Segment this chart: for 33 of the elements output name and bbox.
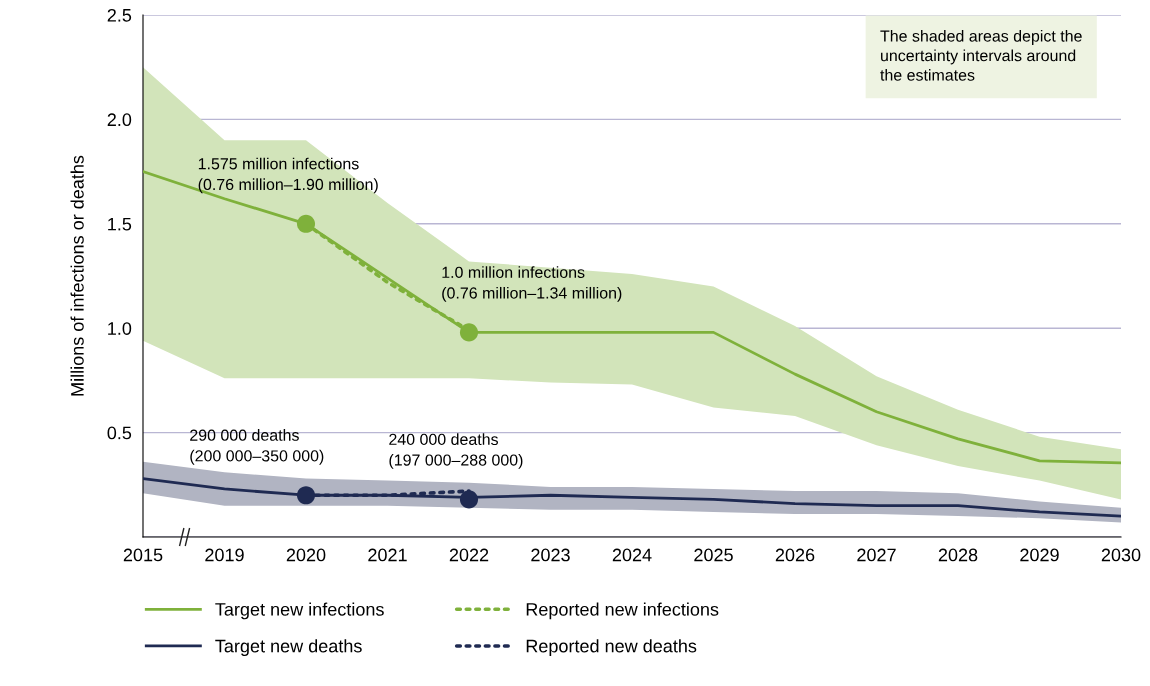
x-tick-label: 2025	[694, 548, 733, 562]
x-tick-label: 2030	[1101, 548, 1141, 562]
point	[459, 490, 479, 509]
point	[296, 214, 316, 233]
annotation: 240 000 deaths (197 000–288 000)	[389, 433, 523, 469]
x-tick-label: 2024	[612, 548, 652, 562]
x-tick-label: 2020	[286, 548, 326, 562]
annotation: 290 000 deaths (200 000–350 000)	[190, 429, 324, 465]
y-axis-title: Millions of infections or deaths	[70, 155, 84, 396]
y-tick-label: 0.5	[107, 426, 132, 440]
x-tick-label: 2021	[368, 548, 407, 562]
x-tick-label: 2015	[123, 548, 163, 562]
point	[296, 486, 316, 505]
annotation: 1.575 million infections (0.76 million–1.90 million)	[198, 157, 378, 194]
legend-label: Reported new infections	[526, 602, 719, 620]
legend-label: Reported new deaths	[526, 639, 697, 657]
y-tick-label: 2.5	[107, 8, 132, 22]
x-tick-label: 2022	[449, 548, 489, 562]
y-tick-label: 2.0	[107, 113, 132, 127]
point	[459, 323, 479, 342]
legend-label: Target new deaths	[215, 639, 362, 657]
x-tick-label: 2027	[857, 548, 896, 562]
x-tick-label: 2023	[531, 548, 570, 562]
annotation: The shaded areas depict the uncertainty intervals around the estimates	[880, 30, 1082, 81]
y-tick-label: 1.0	[108, 322, 132, 335]
x-tick-label: 2019	[205, 548, 244, 562]
line-series	[143, 477, 1121, 518]
x-tick-label: 2029	[1020, 548, 1059, 562]
x-tick-label: 2028	[938, 548, 978, 562]
annotation: 1.0 million infections (0.76 million–1.34 million)	[442, 266, 622, 302]
y-tick-label: 1.5	[108, 217, 132, 231]
x-tick-label: 2026	[775, 548, 815, 562]
legend-label: Target new infections	[215, 602, 384, 620]
